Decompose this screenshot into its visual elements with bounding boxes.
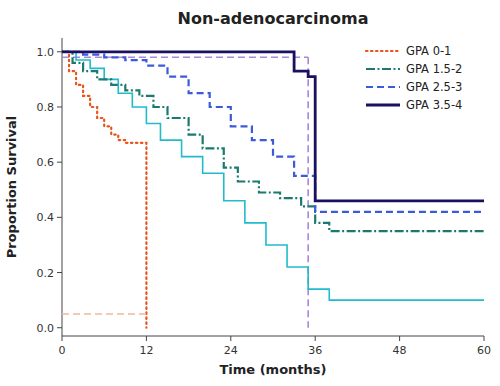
chart: Non-adenocarcinoma 0 12 24 36 48 60 0.0 0.2 0.4 0.… xyxy=(0,0,500,386)
legend-swatch xyxy=(366,68,400,70)
y-axis-line xyxy=(62,38,63,336)
x-tick-label: 24 xyxy=(224,344,238,357)
x-tick xyxy=(146,336,147,341)
series-line xyxy=(62,52,484,231)
x-tick xyxy=(62,336,63,341)
plot-area xyxy=(62,52,484,328)
x-tick-label: 36 xyxy=(308,344,322,357)
axes: 0 12 24 36 48 60 0.0 0.2 0.4 0.6 0.8 1.0 xyxy=(37,38,492,357)
y-tick-label: 0.0 xyxy=(37,322,55,335)
y-tick xyxy=(57,327,62,328)
legend-label: GPA 0-1 xyxy=(406,44,451,58)
series-line xyxy=(62,52,484,212)
reference-line xyxy=(62,313,146,315)
y-tick-label: 0.8 xyxy=(37,101,55,114)
x-tick-label: 12 xyxy=(139,344,153,357)
reference-line xyxy=(62,52,484,300)
legend: GPA 0-1 GPA 1.5-2 GPA 2.5-3 GPA 3.5-4 xyxy=(366,44,462,112)
x-tick xyxy=(230,336,231,341)
y-tick-label: 0.2 xyxy=(37,267,55,280)
legend-label: GPA 1.5-2 xyxy=(406,62,462,76)
y-tick xyxy=(57,106,62,107)
x-axis-label: Time (months) xyxy=(219,362,326,377)
y-tick xyxy=(57,162,62,163)
x-tick xyxy=(315,336,316,341)
reference-line xyxy=(62,57,308,59)
title: Non-adenocarcinoma xyxy=(178,9,369,28)
y-tick xyxy=(57,217,62,218)
y-tick-label: 1.0 xyxy=(37,46,55,59)
legend-swatch xyxy=(366,50,400,52)
x-tick-label: 60 xyxy=(477,344,491,357)
legend-swatch xyxy=(366,86,400,88)
legend-label: GPA 2.5-3 xyxy=(406,80,462,94)
legend-label: GPA 3.5-4 xyxy=(406,98,462,112)
legend-swatch xyxy=(366,104,400,107)
y-tick-label: 0.6 xyxy=(37,156,55,169)
y-tick-label: 0.4 xyxy=(37,211,55,224)
x-tick-label: 0 xyxy=(59,344,66,357)
x-axis-line xyxy=(62,336,484,337)
series-line xyxy=(62,52,484,201)
x-tick xyxy=(484,336,485,341)
series-line xyxy=(62,52,146,328)
y-tick xyxy=(57,272,62,273)
y-axis-label: Proportion Survival xyxy=(4,116,19,259)
x-tick xyxy=(399,336,400,341)
x-tick-label: 48 xyxy=(393,344,407,357)
y-tick xyxy=(57,51,62,52)
